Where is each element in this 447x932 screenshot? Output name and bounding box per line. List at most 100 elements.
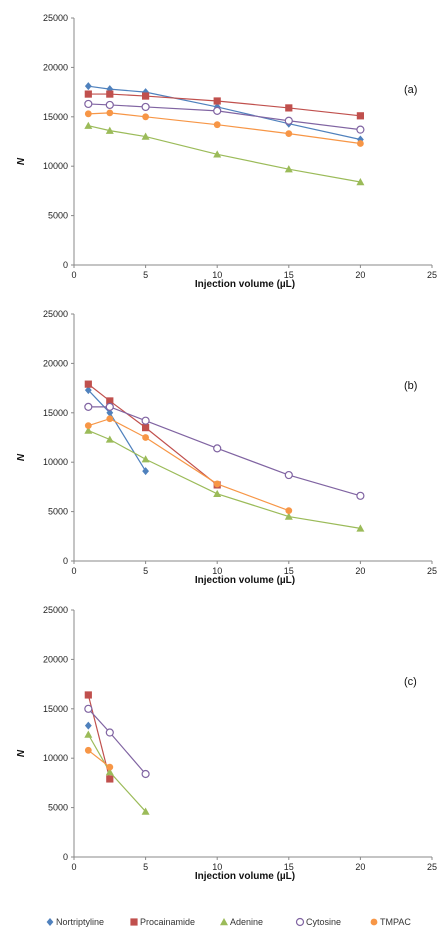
x-tick-label: 25 (427, 270, 437, 280)
data-point-adenine (105, 126, 114, 134)
series-adenine (84, 121, 365, 186)
data-point-tmpac (106, 415, 114, 423)
x-tick-label: 25 (427, 862, 437, 872)
x-tick-label: 20 (355, 862, 365, 872)
legend-item-adenine: Adenine (220, 917, 263, 927)
y-tick-label: 0 (63, 260, 68, 270)
legend-marker-adenine (220, 918, 228, 926)
series-line-cytosine (87, 708, 147, 775)
data-point-procainamide (84, 90, 92, 98)
data-point-procainamide (106, 90, 114, 98)
legend-label: Nortriptyline (56, 917, 104, 927)
series-line-adenine (88, 125, 361, 183)
x-tick-label: 5 (143, 862, 148, 872)
data-point-procainamide (142, 92, 150, 100)
x-tick-label: 10 (212, 270, 222, 280)
x-tick-label: 15 (284, 270, 294, 280)
y-tick-label: 5000 (48, 803, 68, 813)
data-point-procainamide (84, 691, 92, 699)
data-point-tmpac (213, 480, 221, 488)
series-tmpac (84, 746, 114, 771)
legend-item-procainamide: Procainamide (130, 917, 195, 927)
x-tick-label: 5 (143, 270, 148, 280)
data-point-cytosine (141, 102, 150, 112)
panel-label: (c) (404, 676, 417, 688)
series-tmpac (84, 415, 293, 515)
chart-panel-1: 0 5000 10000 15000 20000 25000 0 5 10 15 20 25 Injec… (16, 13, 437, 290)
data-point-adenine (141, 132, 150, 140)
data-point-cytosine (356, 491, 365, 500)
y-tick-label: 25000 (43, 13, 68, 23)
series-line-tmpac (88, 418, 290, 512)
legend-item-cytosine: Cytosine (295, 917, 341, 927)
data-point-cytosine (105, 402, 114, 411)
x-tick-label: 0 (71, 566, 76, 576)
data-point-adenine (141, 455, 150, 463)
x-tick-label: 20 (355, 566, 365, 576)
series-line-adenine (88, 430, 361, 529)
data-point-adenine (84, 121, 93, 129)
y-tick-label: 20000 (43, 654, 68, 664)
data-point-adenine (356, 178, 365, 186)
x-axis-label: Injection volume (µL) (195, 279, 295, 290)
x-tick-label: 20 (355, 270, 365, 280)
legend-marker-tmpac (370, 918, 378, 926)
panel-label: (a) (404, 84, 417, 96)
data-point-cytosine (356, 125, 365, 134)
data-point-cytosine (213, 106, 222, 115)
series-cytosine (84, 402, 365, 500)
y-tick-label: 25000 (43, 605, 68, 615)
chart-panel-3: 0 5000 10000 15000 20000 25000 0 5 10 15 20 25 Injec… (16, 605, 437, 882)
data-point-nortriptyline (84, 721, 92, 730)
data-point-tmpac (84, 422, 92, 430)
x-tick-label: 0 (71, 270, 76, 280)
data-point-cytosine (84, 99, 93, 109)
series-line-nortriptyline (87, 389, 147, 472)
data-point-cytosine (84, 402, 93, 411)
series-line-tmpac (87, 749, 111, 768)
data-point-nortriptyline (142, 467, 149, 476)
legend-marker-procainamide (130, 918, 138, 926)
data-point-adenine (141, 807, 150, 815)
data-point-tmpac (84, 110, 92, 118)
y-axis-label: N (16, 157, 27, 165)
legend-marker-nortriptyline (46, 918, 54, 926)
series-cytosine (84, 99, 365, 134)
series-line-tmpac (88, 112, 361, 145)
data-point-tmpac (106, 763, 114, 771)
y-tick-label: 15000 (43, 704, 68, 714)
y-tick-label: 20000 (43, 62, 68, 72)
y-tick-label: 5000 (48, 211, 68, 221)
data-point-procainamide (213, 97, 221, 105)
legend-label: Procainamide (140, 917, 195, 927)
data-point-tmpac (213, 121, 221, 129)
data-point-adenine (284, 512, 293, 520)
legend-label: Adenine (230, 917, 263, 927)
x-tick-label: 10 (212, 566, 222, 576)
data-point-cytosine (105, 100, 114, 110)
data-point-procainamide (106, 397, 114, 405)
data-point-procainamide (84, 380, 92, 388)
data-point-adenine (84, 426, 93, 434)
y-tick-label: 10000 (43, 753, 68, 763)
data-point-cytosine (213, 444, 222, 453)
y-tick-label: 5000 (48, 507, 68, 517)
data-point-adenine (105, 435, 114, 443)
y-tick-label: 10000 (43, 457, 68, 467)
series-adenine (84, 426, 365, 532)
data-point-procainamide (142, 424, 150, 432)
data-point-adenine (105, 768, 114, 776)
data-point-nortriptyline (106, 408, 114, 417)
y-tick-label: 15000 (43, 408, 68, 418)
y-tick-label: 0 (63, 556, 68, 566)
legend-label: Cytosine (306, 917, 341, 927)
y-tick-label: 25000 (43, 309, 68, 319)
data-point-nortriptyline (84, 82, 92, 91)
x-tick-label: 0 (71, 862, 76, 872)
data-point-adenine (284, 165, 293, 173)
data-point-tmpac (285, 507, 293, 515)
series-procainamide (84, 90, 364, 120)
x-axis-label: Injection volume (µL) (195, 575, 295, 586)
data-point-nortriptyline (84, 386, 92, 395)
legend-marker-cytosine (295, 917, 305, 927)
